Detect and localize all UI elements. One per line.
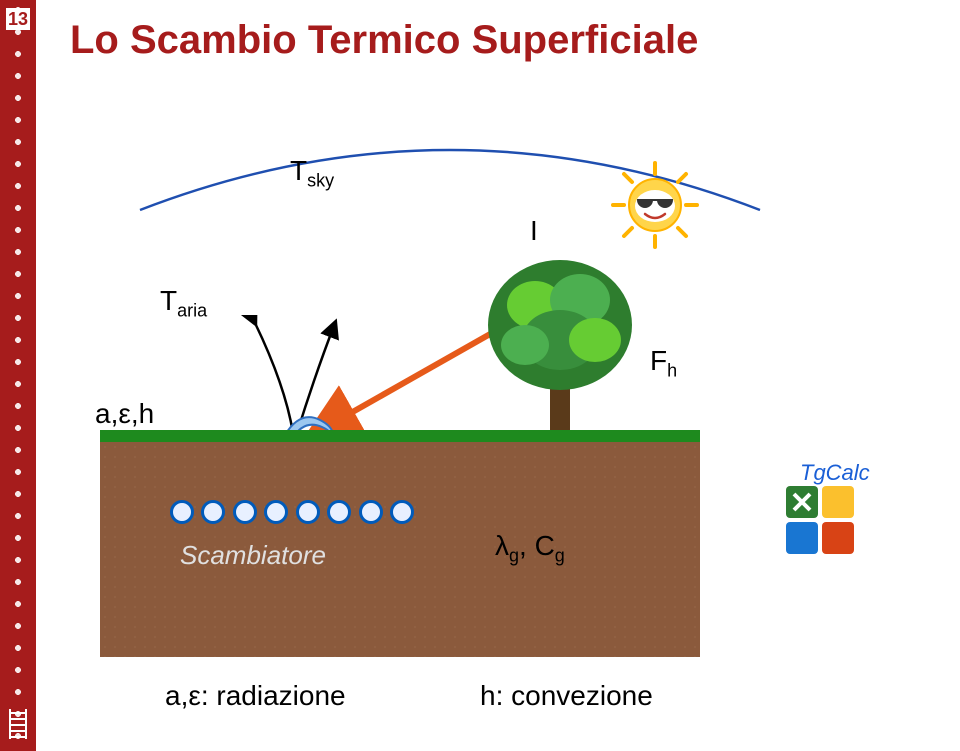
label-t-aria: Taria — [160, 285, 207, 322]
fh-text: F — [650, 345, 667, 376]
exchanger-pipe — [359, 500, 383, 524]
exchanger-label: Scambiatore — [180, 540, 326, 571]
page-margin-strip: 13 — [0, 0, 36, 751]
tree-icon — [480, 245, 640, 440]
t-sky-text: T — [290, 155, 307, 186]
slide-page: 13 Lo Scambio Termico Superficiale Tsky … — [0, 0, 960, 751]
fh-sub: h — [667, 361, 677, 381]
t-aria-sub: aria — [177, 301, 207, 321]
cg-text: , C — [519, 530, 555, 561]
lambda-text: λ — [495, 530, 509, 561]
ladder-icon — [6, 707, 30, 741]
sun-icon — [610, 160, 700, 250]
exchanger-pipe — [390, 500, 414, 524]
exchanger-row — [170, 500, 417, 529]
footer-convection-def: h: convezione — [480, 680, 653, 712]
lambda-sub: g — [509, 546, 519, 566]
excel-icon[interactable] — [780, 480, 860, 560]
exchanger-pipe — [170, 500, 194, 524]
label-I: I — [530, 215, 538, 247]
label-a-eps-h: a,ε,h — [95, 398, 154, 430]
t-sky-sub: sky — [307, 171, 334, 191]
label-t-sky: Tsky — [290, 155, 334, 192]
t-aria-text: T — [160, 285, 177, 316]
exchanger-pipe — [296, 500, 320, 524]
page-number: 13 — [6, 8, 30, 30]
slide-title: Lo Scambio Termico Superficiale — [70, 18, 698, 63]
label-F-h: Fh — [650, 345, 677, 382]
exchanger-pipe — [233, 500, 257, 524]
footer-radiation-def: a,ε: radiazione — [165, 680, 346, 712]
exchanger-pipe — [327, 500, 351, 524]
exchanger-pipe — [201, 500, 225, 524]
cg-sub: g — [555, 546, 565, 566]
exchanger-pipe — [264, 500, 288, 524]
label-lambda-cg: λg, Cg — [495, 530, 565, 567]
